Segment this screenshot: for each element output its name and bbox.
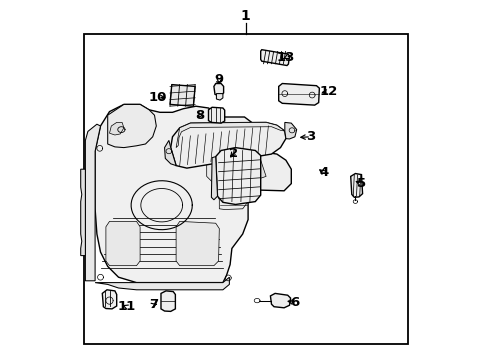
Polygon shape [176, 122, 284, 148]
Polygon shape [270, 293, 290, 308]
Bar [84, 34, 407, 344]
Polygon shape [247, 151, 291, 191]
Polygon shape [170, 122, 285, 168]
Polygon shape [85, 124, 101, 281]
Text: 1: 1 [240, 9, 250, 23]
Text: 9: 9 [214, 73, 224, 86]
Text: 2: 2 [229, 147, 238, 159]
Polygon shape [249, 155, 265, 182]
Polygon shape [170, 85, 195, 106]
Polygon shape [208, 107, 224, 123]
Polygon shape [81, 169, 85, 256]
Polygon shape [278, 84, 319, 105]
Polygon shape [206, 151, 247, 184]
Polygon shape [213, 84, 223, 95]
Text: 8: 8 [195, 109, 203, 122]
Polygon shape [216, 94, 223, 100]
Polygon shape [95, 104, 255, 283]
Text: 12: 12 [319, 85, 338, 98]
Text: 6: 6 [290, 296, 299, 309]
Text: 7: 7 [149, 298, 158, 311]
Text: 4: 4 [319, 166, 327, 179]
Text: 13: 13 [276, 51, 294, 64]
Polygon shape [215, 148, 260, 204]
Polygon shape [102, 290, 117, 309]
Text: 5: 5 [356, 177, 366, 190]
Text: 3: 3 [306, 130, 315, 143]
Polygon shape [350, 174, 362, 197]
Polygon shape [176, 221, 219, 266]
Polygon shape [260, 50, 289, 66]
Polygon shape [95, 277, 229, 290]
Polygon shape [219, 153, 247, 210]
Polygon shape [106, 221, 140, 266]
Polygon shape [161, 291, 175, 311]
Text: 11: 11 [117, 300, 135, 313]
Polygon shape [107, 104, 156, 148]
Polygon shape [211, 157, 217, 200]
Text: 10: 10 [149, 91, 167, 104]
Polygon shape [284, 122, 296, 139]
Polygon shape [164, 140, 176, 166]
Polygon shape [109, 122, 123, 135]
